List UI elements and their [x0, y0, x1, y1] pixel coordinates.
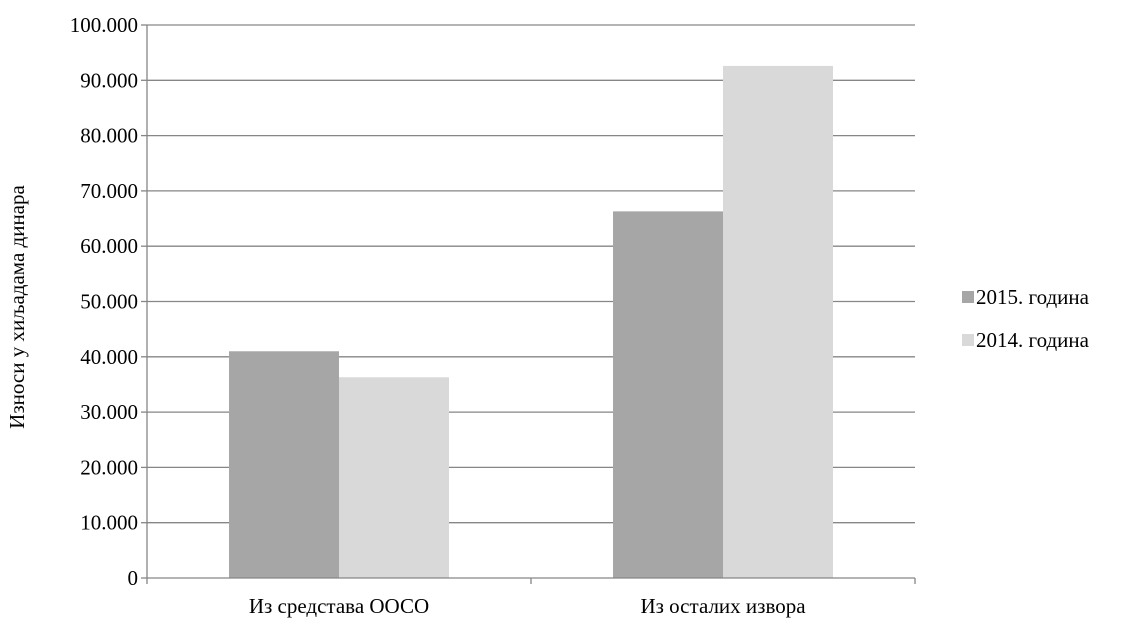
legend-swatch: [962, 334, 974, 346]
y-tick-label: 0: [128, 566, 139, 590]
legend-swatch: [962, 291, 974, 303]
y-tick-label: 60.000: [80, 234, 138, 258]
y-tick-label: 40.000: [80, 345, 138, 369]
y-tick-label: 20.000: [80, 455, 138, 479]
y-tick-label: 70.000: [80, 179, 138, 203]
y-tick-label: 50.000: [80, 290, 138, 314]
y-tick-label: 90.000: [80, 68, 138, 92]
y-axis-title: Износи у хиљадама динара: [5, 185, 29, 429]
bar-2015-2: [613, 211, 723, 578]
legend-label: 2014. година: [976, 328, 1090, 352]
bars: [229, 65, 833, 578]
x-tick-label: Из средстава ООСО: [249, 594, 429, 618]
x-tick-label: Из осталих извора: [640, 594, 806, 618]
y-tick-label: 100.000: [70, 13, 138, 37]
y-tick-label: 10.000: [80, 511, 138, 535]
axes: 0 10.000 20.000 30.000 40.000 50.000 60.000 70.…: [70, 13, 916, 618]
bar-2015-1: [229, 351, 339, 578]
bar-2014-1: [339, 377, 449, 578]
legend: 2015. година 2014. година: [962, 285, 1090, 352]
y-tick-label: 80.000: [80, 124, 138, 148]
bar-2014-2: [723, 65, 833, 578]
legend-label: 2015. година: [976, 285, 1090, 309]
y-tick-label: 30.000: [80, 400, 138, 424]
